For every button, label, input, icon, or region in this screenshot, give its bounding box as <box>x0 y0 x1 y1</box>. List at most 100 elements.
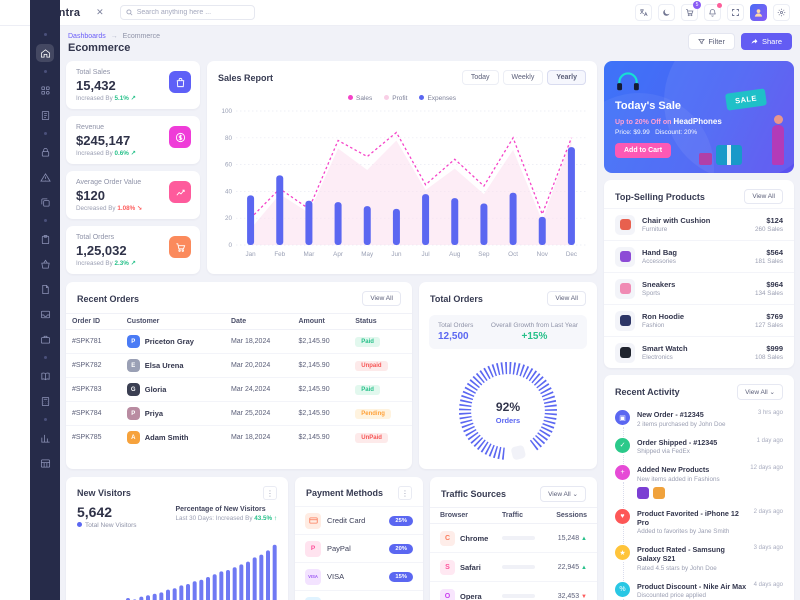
fullscreen-icon[interactable] <box>727 4 744 21</box>
sidebar-item-calculator-icon[interactable] <box>36 392 54 410</box>
product-row[interactable]: Smart Watch Electronics $999 108 Sales <box>604 336 794 368</box>
order-id[interactable]: #SPK781 <box>66 329 121 354</box>
orders-col-header: Order ID <box>66 313 121 330</box>
tab-weekly[interactable]: Weekly <box>502 70 544 85</box>
sidebar-item-home-icon[interactable] <box>36 44 54 62</box>
sidebar-item-inbox-icon[interactable] <box>36 305 54 323</box>
activity-item[interactable]: ✓ Order Shipped - #12345 Shipped via Fed… <box>615 433 783 466</box>
payment-name: Credit Card <box>327 516 366 525</box>
sidebar-item-lock-icon[interactable] <box>36 143 54 161</box>
sidebar-item-pages-icon[interactable] <box>36 106 54 124</box>
main-content: Dashboards → Ecommerce Ecommerce Filter … <box>60 26 800 600</box>
sidebar-item-book-icon[interactable] <box>36 367 54 385</box>
traffic-sources-title: Traffic Sources <box>441 489 507 499</box>
order-row[interactable]: #SPK782 E Elsa Urena Mar 20,2024 $2,145.9… <box>66 353 412 378</box>
traffic-view-all-button[interactable]: View All ⌄ <box>540 486 586 502</box>
activity-subtitle: Discounted price applied <box>637 592 706 599</box>
order-row[interactable]: #SPK785 A Adam Smith Mar 18,2024 $2,145.9… <box>66 426 412 450</box>
order-id[interactable]: #SPK785 <box>72 434 102 441</box>
order-date: Mar 25,2024 <box>224 401 293 426</box>
svg-text:0: 0 <box>228 242 232 249</box>
traffic-row[interactable]: C Chrome 15,248 ▲ <box>430 524 597 553</box>
share-icon <box>751 38 758 44</box>
dark-mode-icon[interactable] <box>658 4 675 21</box>
sidebar-item-file-icon[interactable] <box>36 280 54 298</box>
payment-method-row[interactable]: Credit Card 25% <box>295 506 423 534</box>
order-status-badge: UnPaid <box>355 432 388 443</box>
recent-activity-list: ▣ New Order - #12345 2 items purchased b… <box>604 403 794 600</box>
sidebar-item-copy-icon[interactable] <box>36 193 54 211</box>
breadcrumb-parent[interactable]: Dashboards <box>68 33 106 40</box>
payment-method-row[interactable]: P PayPal 20% <box>295 534 423 562</box>
payment-method-row[interactable]: VISA VISA 15% <box>295 562 423 590</box>
filter-button[interactable]: Filter <box>688 33 735 50</box>
payment-method-row[interactable]: A Apple Pay 10% <box>295 590 423 600</box>
traffic-row[interactable]: S Safari 22,945 ▲ <box>430 553 597 582</box>
payment-credit-card-icon <box>305 512 321 529</box>
svg-text:80: 80 <box>225 135 233 142</box>
svg-text:Orders: Orders <box>496 416 520 425</box>
legend-expenses[interactable]: Expenses <box>419 95 456 102</box>
add-to-cart-button[interactable]: Add to Cart <box>615 143 672 158</box>
legend-profit[interactable]: Profit <box>384 95 407 102</box>
sidebar-item-clipboard-icon[interactable] <box>36 230 54 248</box>
sidebar <box>30 0 60 600</box>
svg-text:Sep: Sep <box>478 251 490 258</box>
avatar[interactable] <box>750 4 767 21</box>
order-row[interactable]: #SPK781 P Priceton Gray Mar 18,2024 $2,14… <box>66 329 412 354</box>
product-price: $769 <box>766 312 783 321</box>
sidebar-item-warning-icon[interactable] <box>36 168 54 186</box>
top-products-view-all-button[interactable]: View All <box>744 189 783 204</box>
header-icons: 5 <box>635 1 790 21</box>
translate-icon[interactable] <box>635 4 652 21</box>
settings-icon[interactable] <box>773 4 790 21</box>
legend-sales[interactable]: Sales <box>348 95 372 102</box>
share-button[interactable]: Share <box>740 33 792 50</box>
sidebar-item-grid-icon[interactable] <box>36 81 54 99</box>
sessions-value: 22,945 ▲ <box>557 563 587 571</box>
payment-methods-menu-icon[interactable]: ⋮ <box>398 486 412 500</box>
activity-item[interactable]: ▣ New Order - #12345 2 items purchased b… <box>615 405 783 438</box>
sidebar-item-briefcase-icon[interactable] <box>36 330 54 348</box>
stat-trend: Increased By 5.1% ↗ <box>76 95 136 102</box>
recent-orders-card: Recent Orders View All Order ID Customer D… <box>66 282 412 469</box>
payment-methods-list: Credit Card 25% P PayPal 20% VISA VISA 15%… <box>295 506 423 600</box>
tab-today[interactable]: Today <box>461 70 499 85</box>
product-row[interactable]: Ron Hoodie Fashion $769 127 Sales <box>604 304 794 336</box>
activity-item[interactable]: % Product Discount - Nike Air Max Discou… <box>615 577 783 600</box>
sidebar-item-table-icon[interactable] <box>36 454 54 472</box>
tab-yearly[interactable]: Yearly <box>547 70 586 85</box>
activity-icon: + <box>615 465 630 480</box>
order-row[interactable]: #SPK784 P Priya Mar 25,2024 $2,145.90 Pen… <box>66 401 412 426</box>
activity-subtitle: Rated 4.5 stars by John Doe <box>637 564 717 572</box>
total-orders-view-all-button[interactable]: View All <box>547 291 586 306</box>
stat-card-average-order-value: Average Order Value $120 Decreased By 1.… <box>66 171 200 219</box>
cart-icon[interactable]: 5 <box>681 1 701 21</box>
new-visitors-menu-icon[interactable]: ⋮ <box>263 486 277 500</box>
product-row[interactable]: Sneakers Sports $964 134 Sales <box>604 272 794 304</box>
traffic-row[interactable]: O Opera 32,453 ▼ <box>430 582 597 600</box>
order-amount: $2,145.90 <box>292 329 350 354</box>
sidebar-item-basket-icon[interactable] <box>36 255 54 273</box>
search-input[interactable] <box>136 9 249 16</box>
promo-offer: Up to 20% Off on HeadPhones <box>615 117 722 126</box>
recent-activity-view-all-button[interactable]: View All ⌄ <box>737 384 783 400</box>
order-id[interactable]: #SPK783 <box>66 377 121 402</box>
activity-item[interactable]: + Added New Products New items added in … <box>615 460 783 509</box>
order-row[interactable]: #SPK783 G Gloria Mar 24,2024 $2,145.90 Pa… <box>66 377 412 402</box>
svg-text:Apr: Apr <box>333 251 343 258</box>
search-box[interactable] <box>119 5 255 20</box>
stat-trend: Increased By 0.6% ↗ <box>76 150 136 157</box>
traffic-bar <box>502 594 535 598</box>
activity-item[interactable]: ★ Product Rated - Samsung Galaxy S21 Rat… <box>615 540 783 582</box>
product-row[interactable]: Hand Bag Accessories $564 181 Sales <box>604 240 794 272</box>
activity-item[interactable]: ♥ Product Favorited - iPhone 12 Pro Adde… <box>615 504 783 546</box>
recent-orders-view-all-button[interactable]: View All <box>362 291 401 306</box>
product-row[interactable]: Chair with Cushion Furniture $124 260 Sale… <box>604 208 794 240</box>
sidebar-toggle-icon[interactable]: ✕ <box>96 7 104 17</box>
order-id[interactable]: #SPK782 <box>66 353 121 378</box>
notifications-icon[interactable] <box>704 3 722 21</box>
order-id[interactable]: #SPK784 <box>66 401 121 426</box>
sidebar-item-chart-icon[interactable] <box>36 429 54 447</box>
activity-time: 4 days ago <box>753 581 783 588</box>
